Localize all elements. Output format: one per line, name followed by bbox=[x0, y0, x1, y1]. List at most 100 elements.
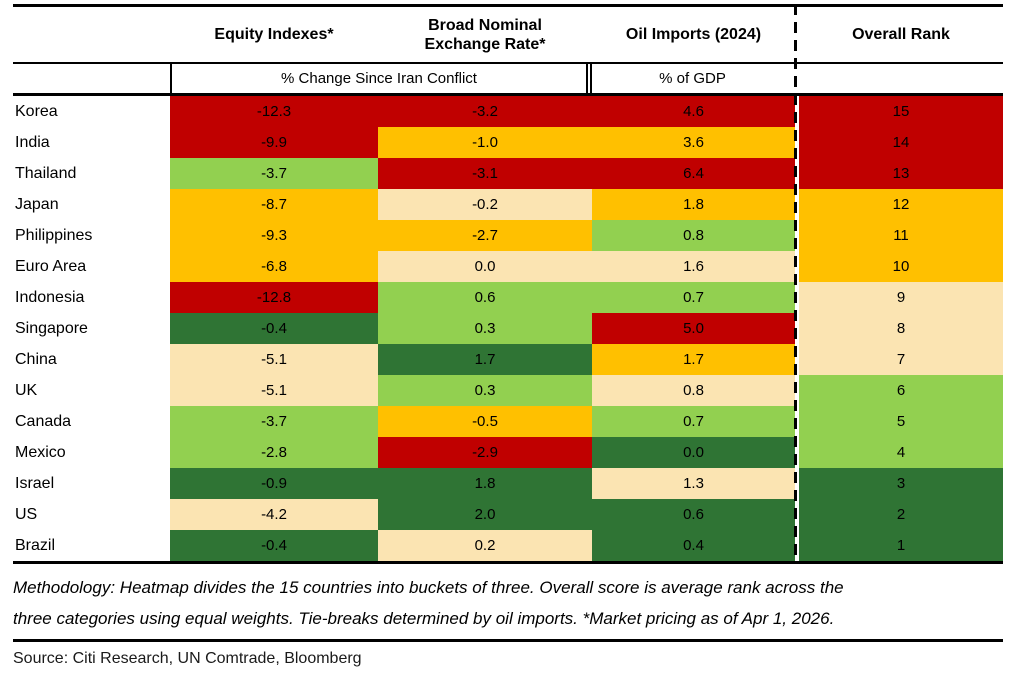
header-row: Equity Indexes* Broad Nominal Exchange R… bbox=[13, 7, 1003, 62]
table-row: US -4.2 2.0 0.6 2 bbox=[13, 499, 1003, 530]
table-row: Thailand -3.7 -3.1 6.4 13 bbox=[13, 158, 1003, 189]
cell-oil-imports: 0.0 bbox=[592, 437, 795, 468]
source-attribution: Source: Citi Research, UN Comtrade, Bloo… bbox=[13, 650, 362, 667]
cell-exchange-rate: 1.8 bbox=[378, 468, 592, 499]
cell-equity: -5.1 bbox=[170, 344, 378, 375]
table-row: Euro Area -6.8 0.0 1.6 10 bbox=[13, 251, 1003, 282]
rank-separator-dashed-line bbox=[794, 4, 797, 564]
cell-exchange-rate: -3.1 bbox=[378, 158, 592, 189]
cell-equity: -9.3 bbox=[170, 220, 378, 251]
methodology-line1: Methodology: Heatmap divides the 15 coun… bbox=[13, 578, 844, 597]
cell-oil-imports: 1.6 bbox=[592, 251, 795, 282]
country-label: Canada bbox=[15, 412, 72, 430]
methodology-line2: three categories using equal weights. Ti… bbox=[13, 609, 835, 628]
header-exchange-rate-line1: Broad Nominal bbox=[428, 16, 542, 34]
footer-separator-line bbox=[13, 639, 1003, 642]
table-bottom-border bbox=[13, 561, 1003, 564]
table-row: Japan -8.7 -0.2 1.8 12 bbox=[13, 189, 1003, 220]
table-row: Brazil -0.4 0.2 0.4 1 bbox=[13, 530, 1003, 561]
country-label: Israel bbox=[15, 474, 55, 492]
country-label: US bbox=[15, 505, 38, 523]
cell-overall-rank: 14 bbox=[799, 127, 1003, 158]
table-row: Singapore -0.4 0.3 5.0 8 bbox=[13, 313, 1003, 344]
cell-equity: -4.2 bbox=[170, 499, 378, 530]
table-body: Korea -12.3 -3.2 4.6 15 India -9.9 -1.0 3.6 14 Tha… bbox=[13, 96, 1003, 561]
cell-overall-rank: 12 bbox=[799, 189, 1003, 220]
cell-overall-rank: 2 bbox=[799, 499, 1003, 530]
cell-overall-rank: 10 bbox=[799, 251, 1003, 282]
cell-overall-rank: 13 bbox=[799, 158, 1003, 189]
cell-oil-imports: 4.6 bbox=[592, 96, 795, 127]
cell-oil-imports: 5.0 bbox=[592, 313, 795, 344]
country-label: Japan bbox=[15, 195, 59, 213]
heatmap-table: Equity Indexes* Broad Nominal Exchange R… bbox=[13, 4, 1003, 564]
cell-equity: -0.9 bbox=[170, 468, 378, 499]
cell-overall-rank: 7 bbox=[799, 344, 1003, 375]
cell-overall-rank: 11 bbox=[799, 220, 1003, 251]
cell-oil-imports: 0.8 bbox=[592, 375, 795, 406]
table-top-border bbox=[13, 4, 1003, 7]
cell-oil-imports: 6.4 bbox=[592, 158, 795, 189]
country-label: Euro Area bbox=[15, 257, 87, 275]
table-row: Mexico -2.8 -2.9 0.0 4 bbox=[13, 437, 1003, 468]
cell-oil-imports: 3.6 bbox=[592, 127, 795, 158]
cell-exchange-rate: -1.0 bbox=[378, 127, 592, 158]
header-oil-imports: Oil Imports (2024) bbox=[625, 26, 762, 43]
country-label: India bbox=[15, 133, 50, 151]
country-label: UK bbox=[15, 381, 38, 399]
table-row: India -9.9 -1.0 3.6 14 bbox=[13, 127, 1003, 158]
cell-overall-rank: 15 bbox=[799, 96, 1003, 127]
header-equity-indexes: Equity Indexes* bbox=[214, 26, 334, 43]
cell-exchange-rate: -3.2 bbox=[378, 96, 592, 127]
cell-equity: -9.9 bbox=[170, 127, 378, 158]
cell-oil-imports: 1.3 bbox=[592, 468, 795, 499]
header-exchange-rate-line2: Exchange Rate* bbox=[424, 35, 546, 53]
cell-overall-rank: 9 bbox=[799, 282, 1003, 313]
cell-equity: -12.3 bbox=[170, 96, 378, 127]
cell-overall-rank: 4 bbox=[799, 437, 1003, 468]
cell-oil-imports: 0.4 bbox=[592, 530, 795, 561]
table-row: China -5.1 1.7 1.7 7 bbox=[13, 344, 1003, 375]
table-row: UK -5.1 0.3 0.8 6 bbox=[13, 375, 1003, 406]
table-row: Canada -3.7 -0.5 0.7 5 bbox=[13, 406, 1003, 437]
cell-overall-rank: 1 bbox=[799, 530, 1003, 561]
country-label: Korea bbox=[15, 102, 58, 120]
cell-oil-imports: 0.7 bbox=[592, 406, 795, 437]
cell-equity: -3.7 bbox=[170, 406, 378, 437]
cell-oil-imports: 0.6 bbox=[592, 499, 795, 530]
table-row: Indonesia -12.8 0.6 0.7 9 bbox=[13, 282, 1003, 313]
methodology-note: Methodology: Heatmap divides the 15 coun… bbox=[13, 572, 1005, 634]
cell-exchange-rate: 0.3 bbox=[378, 313, 592, 344]
country-label: Indonesia bbox=[15, 288, 85, 306]
cell-equity: -12.8 bbox=[170, 282, 378, 313]
cell-overall-rank: 3 bbox=[799, 468, 1003, 499]
cell-equity: -3.7 bbox=[170, 158, 378, 189]
subheader-pct-change: % Change Since Iran Conflict bbox=[170, 64, 588, 93]
header-overall-rank: Overall Rank bbox=[852, 26, 950, 43]
cell-exchange-rate: -0.5 bbox=[378, 406, 592, 437]
table-row: Korea -12.3 -3.2 4.6 15 bbox=[13, 96, 1003, 127]
country-label: Brazil bbox=[15, 536, 56, 554]
cell-exchange-rate: 2.0 bbox=[378, 499, 592, 530]
cell-equity: -0.4 bbox=[170, 530, 378, 561]
cell-equity: -5.1 bbox=[170, 375, 378, 406]
cell-exchange-rate: -0.2 bbox=[378, 189, 592, 220]
country-label: Philippines bbox=[15, 226, 93, 244]
cell-exchange-rate: -2.9 bbox=[378, 437, 592, 468]
country-label: Singapore bbox=[15, 319, 88, 337]
country-label: Mexico bbox=[15, 443, 66, 461]
cell-overall-rank: 8 bbox=[799, 313, 1003, 344]
cell-exchange-rate: 0.3 bbox=[378, 375, 592, 406]
cell-equity: -2.8 bbox=[170, 437, 378, 468]
cell-overall-rank: 5 bbox=[799, 406, 1003, 437]
cell-exchange-rate: 1.7 bbox=[378, 344, 592, 375]
table-row: Israel -0.9 1.8 1.3 3 bbox=[13, 468, 1003, 499]
subheader-pct-gdp: % of GDP bbox=[590, 64, 793, 93]
subheader-bottom-border bbox=[13, 93, 1003, 96]
cell-oil-imports: 0.8 bbox=[592, 220, 795, 251]
cell-equity: -0.4 bbox=[170, 313, 378, 344]
header-exchange-rate: Broad Nominal Exchange Rate* bbox=[378, 16, 592, 54]
country-label: Thailand bbox=[15, 164, 77, 182]
country-label: China bbox=[15, 350, 57, 368]
header-divider-line bbox=[13, 62, 1003, 64]
